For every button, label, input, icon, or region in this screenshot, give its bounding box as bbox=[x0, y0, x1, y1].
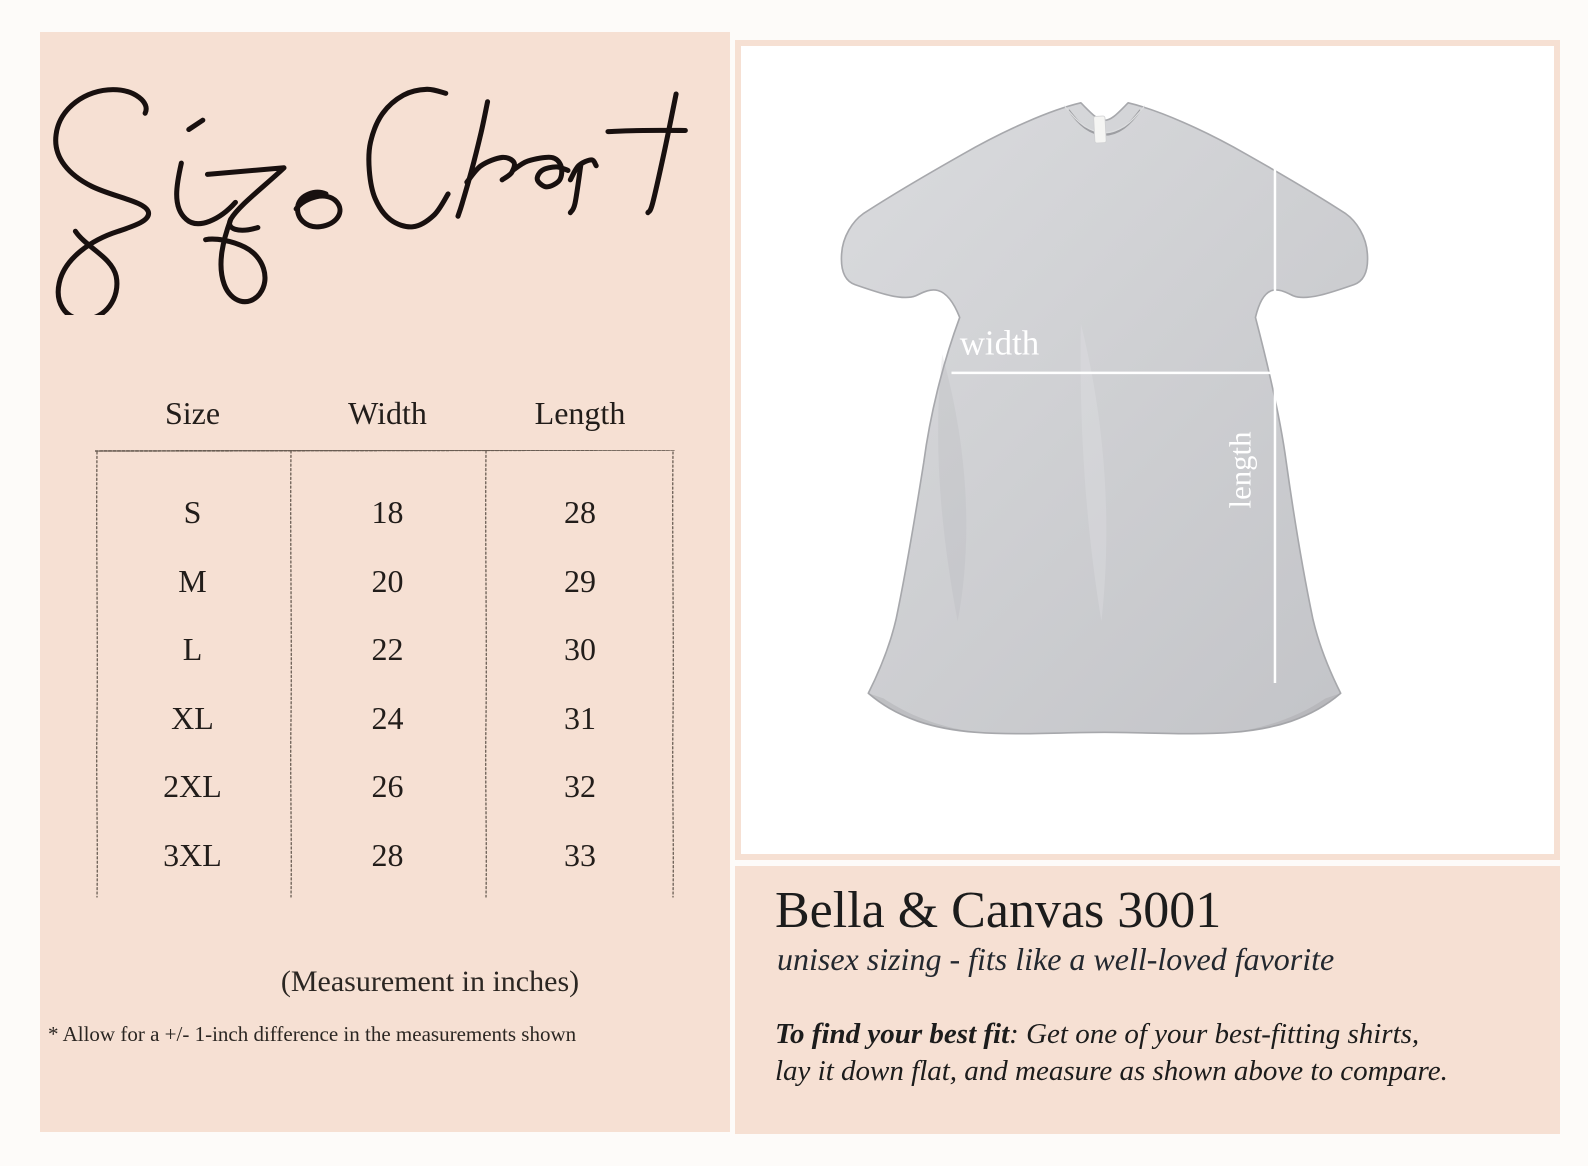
svg-text:length: length bbox=[1223, 431, 1257, 508]
svg-text:width: width bbox=[960, 323, 1040, 362]
